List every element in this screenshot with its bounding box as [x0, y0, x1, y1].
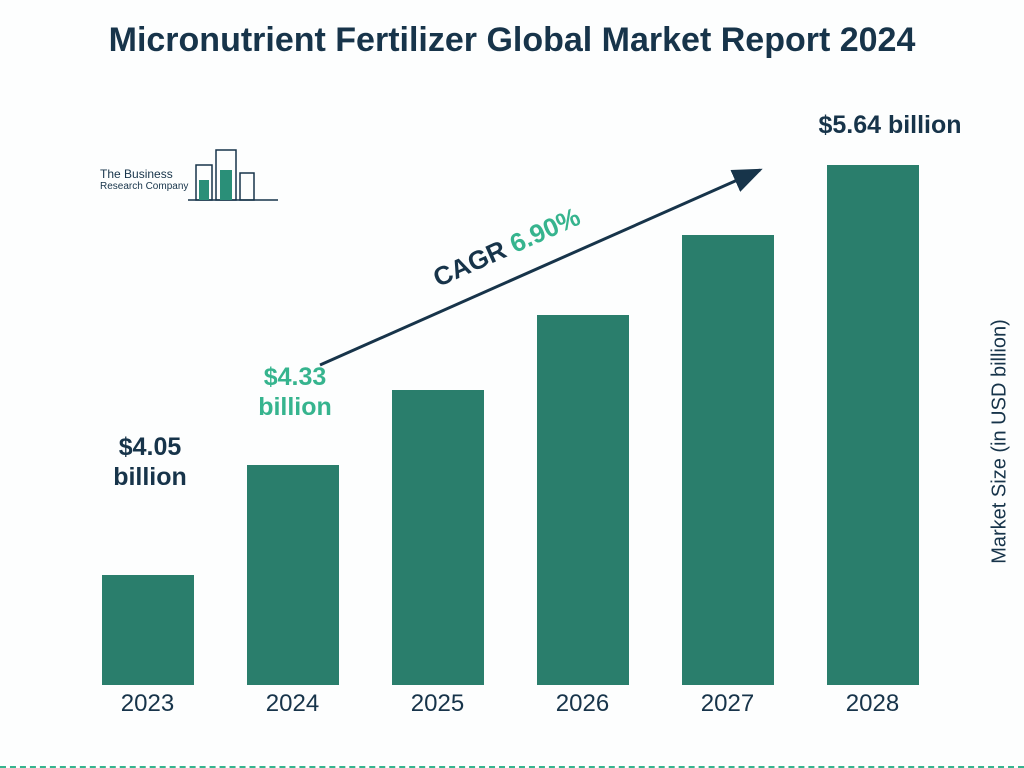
bar	[102, 575, 194, 685]
bar	[682, 235, 774, 685]
bar-slot	[800, 165, 945, 685]
value-label: $4.33billion	[225, 362, 365, 422]
chart-container: Micronutrient Fertilizer Global Market R…	[0, 0, 1024, 768]
bar-slot	[510, 315, 655, 685]
x-axis-tick-label: 2023	[75, 690, 220, 730]
bar-slot	[220, 465, 365, 685]
bar	[392, 390, 484, 685]
y-axis-label: Market Size (in USD billion)	[989, 312, 1012, 572]
bar-slot	[655, 235, 800, 685]
x-axis-tick-label: 2027	[655, 690, 800, 730]
value-label: $4.05billion	[80, 432, 220, 492]
x-axis-tick-label: 2024	[220, 690, 365, 730]
bars-row	[75, 135, 945, 685]
bar-slot	[75, 575, 220, 685]
bar	[247, 465, 339, 685]
bar-slot	[365, 390, 510, 685]
bar	[827, 165, 919, 685]
x-axis-tick-label: 2025	[365, 690, 510, 730]
bar	[537, 315, 629, 685]
chart-title: Micronutrient Fertilizer Global Market R…	[0, 20, 1024, 61]
x-axis-tick-label: 2028	[800, 690, 945, 730]
value-label: $5.64 billion	[780, 110, 1000, 140]
x-axis-tick-label: 2026	[510, 690, 655, 730]
plot-area	[75, 135, 945, 685]
x-axis-labels: 202320242025202620272028	[75, 690, 945, 730]
